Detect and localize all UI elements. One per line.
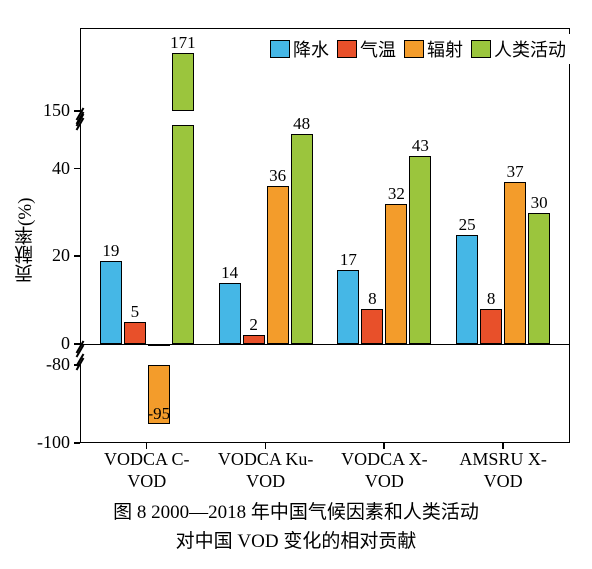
x-category-label: VODCA X-VOD	[323, 449, 445, 492]
legend-label: 降水	[293, 36, 329, 62]
x-tick-mark	[265, 443, 267, 449]
bar-value-label: 30	[521, 193, 557, 213]
bar-break-mask	[171, 111, 195, 125]
legend-swatch-icon	[471, 40, 491, 58]
bar-value-label: 5	[117, 302, 153, 322]
bar-value-label: 19	[93, 241, 129, 261]
y-tick-label: -100	[0, 432, 70, 453]
bar-value-label: 43	[402, 136, 438, 156]
bar	[528, 213, 550, 344]
bar-value-label: 17	[330, 250, 366, 270]
x-tick-mark	[383, 443, 385, 449]
legend-swatch-icon	[337, 40, 357, 58]
x-category-label: VODCA C-VOD	[86, 449, 208, 492]
y-tick-label: 40	[0, 158, 70, 179]
legend-item: 降水	[270, 36, 329, 62]
x-category-label: AMSRU X-VOD	[442, 449, 564, 492]
y-tick-mark	[74, 168, 80, 170]
bar-value-label: 171	[165, 33, 201, 53]
bar	[172, 53, 194, 111]
figure-caption: 图 8 2000—2018 年中国气候因素和人类活动对中国 VOD 变化的相对贡…	[0, 499, 592, 556]
y-tick-label: 150	[0, 100, 70, 121]
legend-label: 人类活动	[494, 36, 566, 62]
legend-item: 辐射	[404, 36, 463, 62]
axis-break-icon	[73, 357, 87, 367]
bar-value-label: -95	[141, 404, 177, 424]
legend-label: 辐射	[427, 36, 463, 62]
axis-break-icon	[73, 344, 87, 354]
y-tick-label: 0	[0, 333, 70, 354]
bar-value-label: 14	[212, 263, 248, 283]
x-tick-mark	[502, 443, 504, 449]
legend-label: 气温	[360, 36, 396, 62]
bar	[267, 186, 289, 344]
bar-value-label: 37	[497, 162, 533, 182]
bar	[172, 125, 194, 344]
y-tick-mark	[74, 255, 80, 257]
legend-swatch-icon	[404, 40, 424, 58]
bar	[409, 156, 431, 344]
legend-swatch-icon	[270, 40, 290, 58]
bar	[385, 204, 407, 344]
y-tick-label: -80	[0, 354, 70, 375]
legend: 降水 气温 辐射 人类活动	[264, 34, 572, 64]
bar	[361, 309, 383, 344]
bar-value-label: 48	[284, 114, 320, 134]
axis-break-icon	[73, 117, 87, 127]
y-tick-mark	[74, 442, 80, 444]
legend-item: 气温	[337, 36, 396, 62]
bar-break-mask	[147, 344, 171, 365]
bar-value-label: 25	[449, 215, 485, 235]
x-tick-mark	[146, 443, 148, 449]
y-axis-label: 贡献率(%)	[12, 180, 39, 300]
x-category-label: VODCA Ku-VOD	[205, 449, 327, 492]
zero-line	[80, 344, 570, 346]
bar	[124, 322, 146, 344]
bar	[480, 309, 502, 344]
bar	[291, 134, 313, 344]
legend-item: 人类活动	[471, 36, 566, 62]
